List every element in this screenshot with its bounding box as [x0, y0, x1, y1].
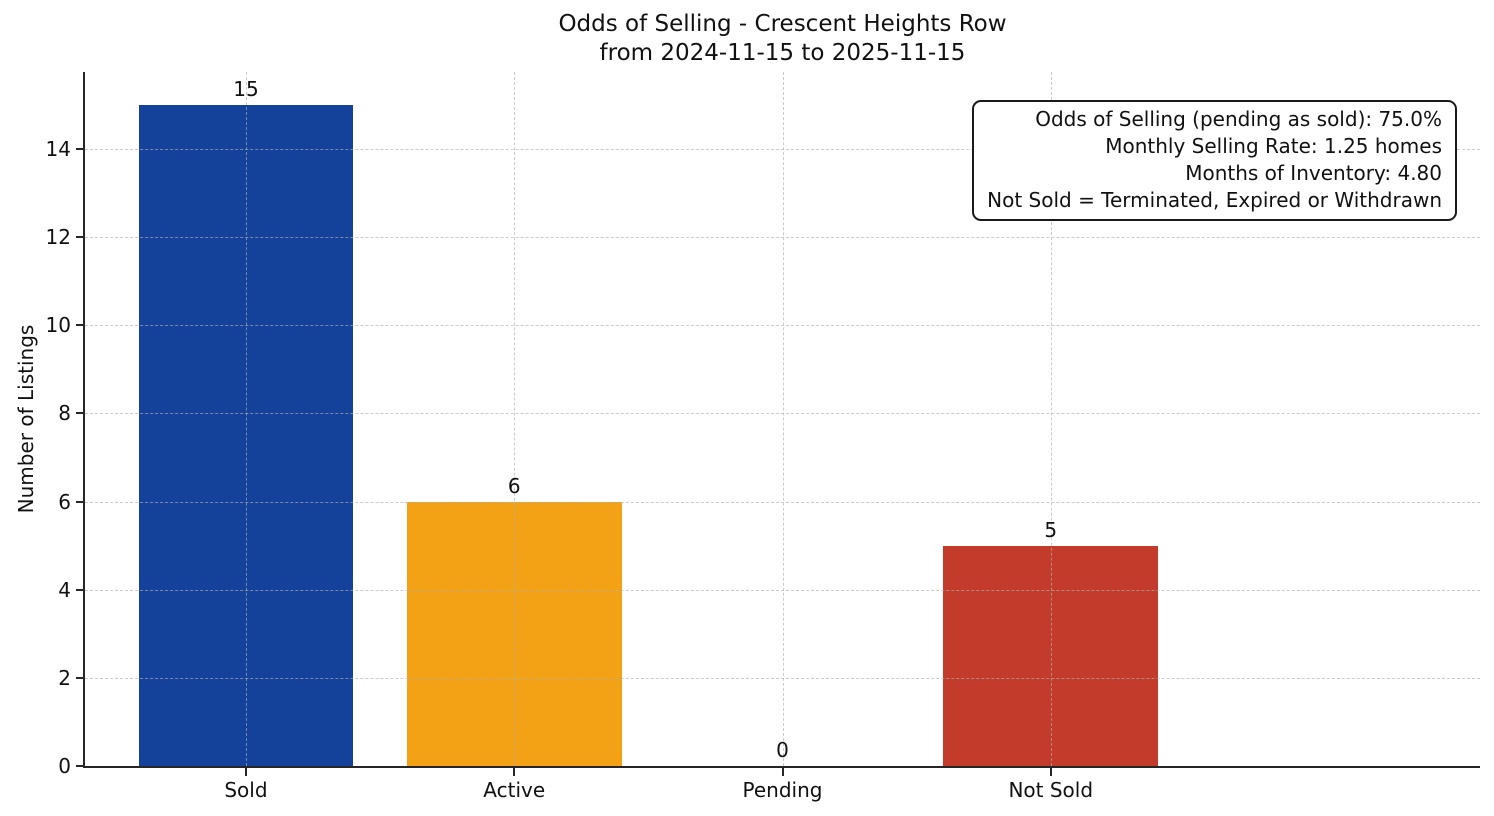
y-tick-label: 12: [45, 225, 71, 250]
y-tick-mark: [76, 676, 83, 679]
y-tick-mark: [76, 765, 83, 767]
y-tick-label: 4: [58, 577, 71, 602]
y-tick-label: 14: [45, 137, 71, 162]
x-tick-mark: [513, 768, 516, 776]
y-tick-mark: [76, 236, 83, 239]
bar-value-label-not-sold: 5: [1044, 517, 1058, 542]
y-tick-label: 8: [58, 401, 71, 426]
y-tick-mark: [76, 148, 83, 151]
gridline-vertical: [514, 72, 516, 766]
bar-value-label-pending: 0: [776, 738, 789, 762]
y-tick-mark: [76, 588, 83, 591]
chart-title: Odds of Selling - Crescent Heights Row: [558, 11, 1007, 37]
gridline-vertical: [245, 72, 247, 766]
x-tick-label-not-sold: Not Sold: [1008, 778, 1094, 802]
bar-sold: [138, 105, 354, 766]
y-axis-label: Number of Listings: [14, 324, 38, 514]
gridline-vertical: [1050, 72, 1052, 766]
y-tick-label: 6: [58, 489, 71, 514]
annotation-line-rate: Monthly Selling Rate: 1.25 homes: [1105, 134, 1442, 158]
y-tick-label: 10: [45, 313, 71, 338]
bar-value-label-active: 6: [507, 473, 521, 498]
annotation-line-inventory: Months of Inventory: 4.80: [1185, 161, 1442, 185]
chart-title-block: Odds of Selling - Crescent Heights Row f…: [85, 10, 1480, 68]
annotation-line-notsold-def: Not Sold = Terminated, Expired or Withdr…: [987, 188, 1442, 212]
y-tick-label: 2: [58, 665, 71, 690]
gridline-vertical: [782, 72, 784, 766]
x-tick-label-sold: Sold: [224, 778, 268, 802]
y-tick-mark: [76, 412, 83, 415]
annotation-line-odds: Odds of Selling (pending as sold): 75.0%: [1035, 107, 1442, 131]
stats-annotation-box: Odds of Selling (pending as sold): 75.0%…: [972, 100, 1457, 221]
plot-area: 0 2 4 6 8 10 12 14 Sold 15 Active 6 Pending 0 Not Sold…: [46, 72, 1480, 802]
y-axis-spine: [83, 72, 85, 768]
y-tick-label: 0: [58, 754, 71, 778]
x-axis-spine: [83, 766, 1480, 768]
x-tick-mark: [1049, 768, 1052, 776]
x-tick-label-active: Active: [483, 778, 546, 802]
x-tick-mark: [781, 768, 784, 776]
bar-not-sold: [943, 545, 1159, 766]
y-tick-mark: [76, 324, 83, 327]
chart-subtitle: from 2024-11-15 to 2025-11-15: [599, 40, 966, 66]
bar-value-label-sold: 15: [233, 77, 259, 102]
y-tick-mark: [76, 500, 83, 503]
x-tick-label-pending: Pending: [742, 778, 823, 802]
x-tick-mark: [244, 768, 247, 776]
